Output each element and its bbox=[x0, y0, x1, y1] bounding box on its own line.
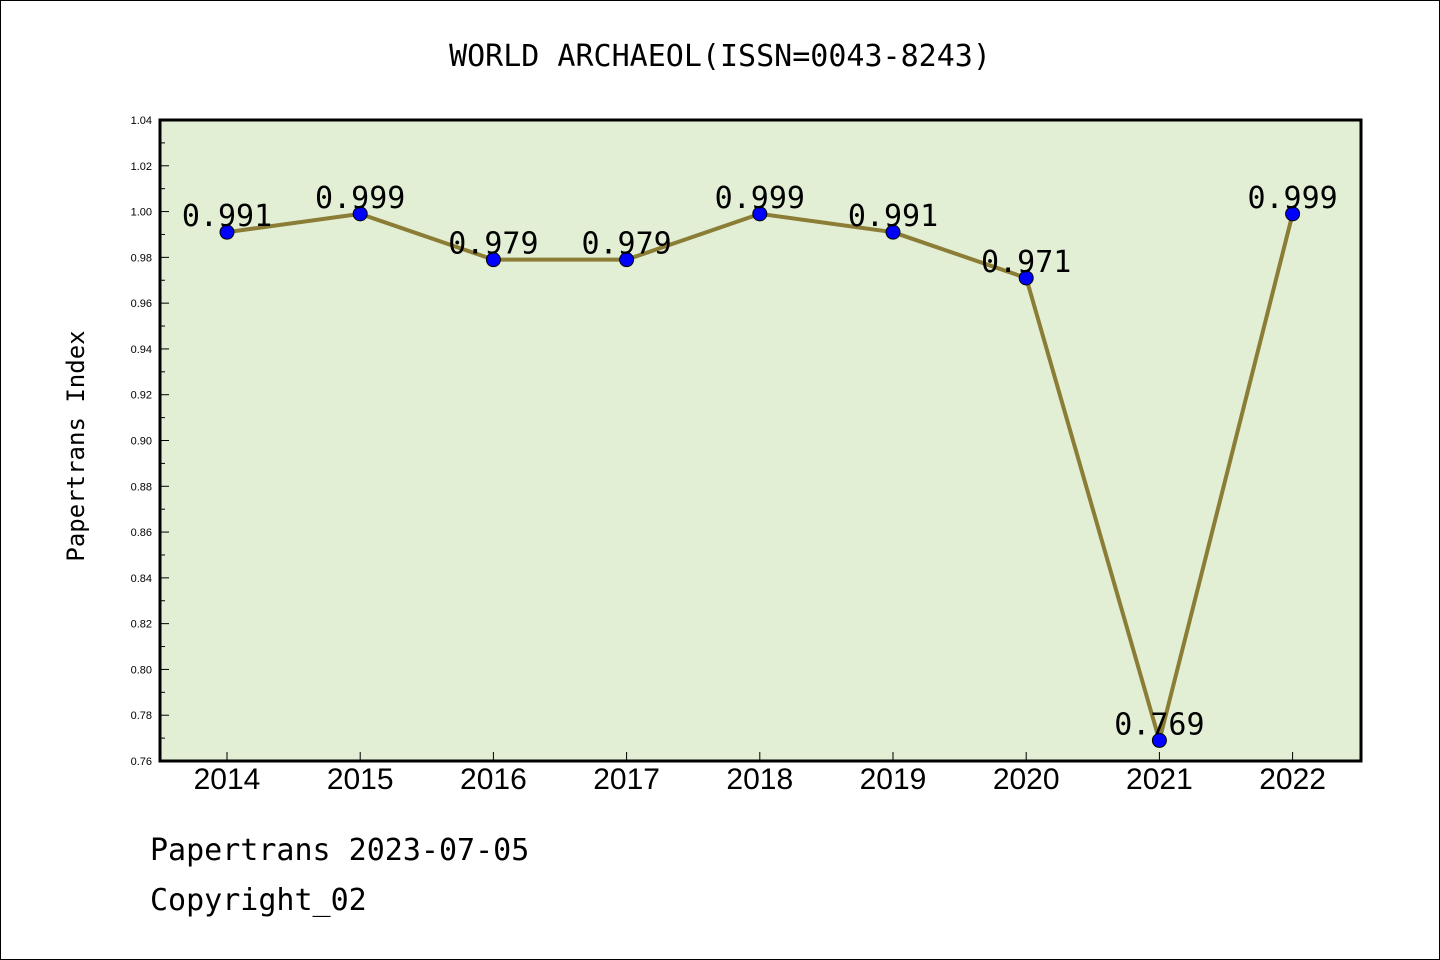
y-axis-label: Papertrans Index bbox=[62, 330, 90, 561]
y-tick-label: 0.82 bbox=[131, 619, 152, 631]
data-point-marker bbox=[1018, 270, 1034, 286]
y-tick-label: 0.96 bbox=[131, 298, 152, 310]
plot-area bbox=[160, 120, 1361, 761]
y-tick-label: 0.90 bbox=[131, 436, 152, 448]
data-point-label: 0.979 bbox=[448, 227, 538, 262]
footer-date-line: Papertrans 2023-07-05 bbox=[150, 833, 530, 868]
data-point-marker bbox=[352, 206, 368, 222]
y-tick-label: 1.02 bbox=[131, 161, 152, 173]
data-point-label: 0.991 bbox=[848, 199, 938, 234]
y-tick-label: 0.78 bbox=[131, 710, 152, 722]
x-tick-label: 2018 bbox=[726, 763, 793, 796]
x-tick-label: 2016 bbox=[460, 763, 527, 796]
y-tick-label: 0.94 bbox=[131, 344, 152, 356]
y-tick-label: 0.84 bbox=[131, 573, 152, 585]
x-tick-label: 2020 bbox=[993, 763, 1060, 796]
x-tick-label: 2019 bbox=[860, 763, 927, 796]
y-tick-label: 0.88 bbox=[131, 481, 152, 493]
x-tick-label: 2015 bbox=[327, 763, 394, 796]
data-point-label: 0.991 bbox=[182, 199, 272, 234]
data-point-label: 0.999 bbox=[715, 181, 805, 216]
data-point-label: 0.979 bbox=[581, 227, 671, 262]
data-point-label: 0.769 bbox=[1114, 707, 1204, 742]
data-markers bbox=[219, 206, 1301, 748]
data-point-label: 0.999 bbox=[315, 181, 405, 216]
y-tick-label: 0.92 bbox=[131, 390, 152, 402]
data-point-marker bbox=[752, 206, 768, 222]
data-point-marker bbox=[485, 252, 501, 268]
x-tick-label: 2014 bbox=[194, 763, 261, 796]
data-point-marker bbox=[1285, 206, 1301, 222]
data-point-marker bbox=[219, 224, 235, 240]
y-tick-label: 1.04 bbox=[131, 115, 152, 127]
footer-copyright-line: Copyright_02 bbox=[150, 883, 367, 918]
x-tick-label: 2017 bbox=[593, 763, 660, 796]
x-tick-label: 2022 bbox=[1259, 763, 1326, 796]
data-point-marker bbox=[619, 252, 635, 268]
data-labels: 0.991 0.999 0.979 0.979 0.999 0.991 0.971 0.769… bbox=[182, 181, 1338, 743]
y-tick-label: 0.80 bbox=[131, 664, 152, 676]
y-tick-label: 0.98 bbox=[131, 252, 152, 264]
chart-title: WORLD ARCHAEOL(ISSN=0043-8243) bbox=[449, 39, 991, 74]
data-point-label: 0.999 bbox=[1247, 181, 1337, 216]
data-point-marker bbox=[1151, 732, 1167, 748]
data-point-label: 0.971 bbox=[981, 245, 1071, 280]
data-point-marker bbox=[885, 224, 901, 240]
x-tick-label: 2021 bbox=[1126, 763, 1193, 796]
y-tick-label: 0.86 bbox=[131, 527, 152, 539]
y-axis-ticks: 0.76 0.78 0.80 0.82 0.84 0.86 0.88 0.90 0.92 0.94… bbox=[131, 115, 169, 768]
x-axis-ticks: 2014 2015 2016 2017 2018 2019 2020 2021 2022 bbox=[194, 752, 1326, 796]
y-tick-label: 0.76 bbox=[131, 756, 152, 768]
y-tick-label: 1.00 bbox=[131, 207, 152, 219]
plot-border bbox=[158, 118, 1363, 763]
